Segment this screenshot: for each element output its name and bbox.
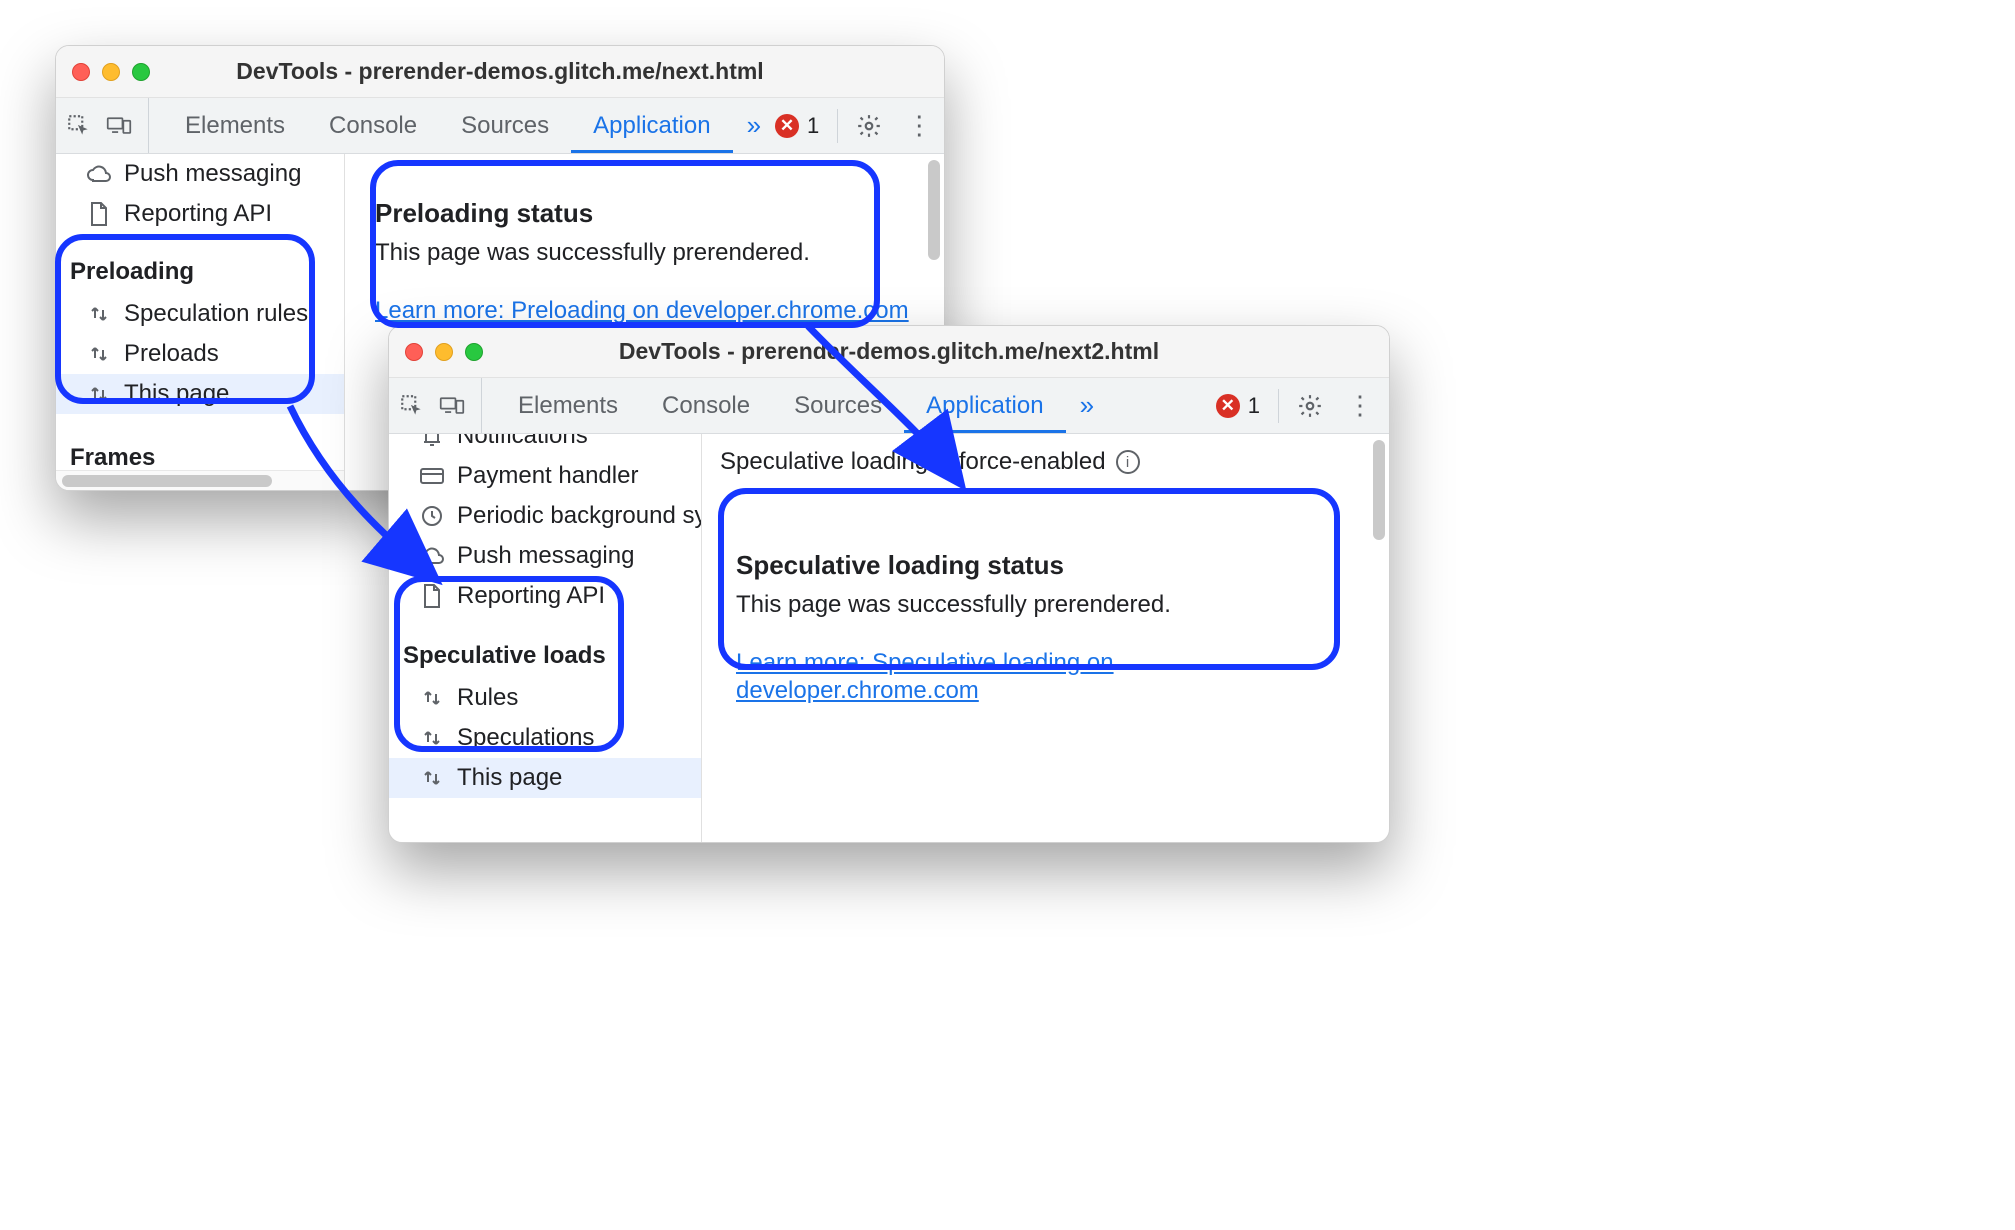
info-icon[interactable]: i	[1116, 450, 1140, 474]
sidebar-group-speculative-loads[interactable]: Speculative loads	[389, 634, 701, 678]
sidebar-item-this-page[interactable]: This page	[389, 758, 701, 798]
kebab-icon[interactable]: ⋮	[900, 110, 938, 141]
content-scrollbar[interactable]	[928, 160, 940, 260]
error-counter[interactable]: ✕ 1	[775, 113, 819, 139]
zoom-light[interactable]	[132, 63, 150, 81]
sidebar-item-label: This page	[457, 764, 562, 792]
arrows-icon	[86, 341, 112, 367]
sidebar-item-preloads[interactable]: Preloads	[56, 334, 344, 374]
gear-icon[interactable]	[856, 113, 882, 139]
panel-status-text: This page was successfully prerendered.	[375, 239, 914, 267]
divider	[1278, 389, 1279, 423]
sidebar-item-label: Speculations	[457, 724, 594, 752]
more-tabs-icon[interactable]: »	[733, 110, 775, 141]
arrows-icon	[419, 685, 445, 711]
sidebar-item-label: This page	[124, 380, 229, 408]
divider	[837, 109, 838, 143]
arrows-icon	[419, 725, 445, 751]
tab-console[interactable]: Console	[307, 98, 439, 153]
gear-icon[interactable]	[1297, 393, 1323, 419]
annotation-arrow-1	[270, 400, 460, 600]
sidebar-item-label: Reporting API	[124, 200, 272, 228]
arrows-icon	[419, 765, 445, 791]
sidebar-item-label: Preloads	[124, 340, 219, 368]
sidebar-item-rules[interactable]: Rules	[389, 678, 701, 718]
device-toggle-icon[interactable]	[106, 113, 132, 139]
tab-application[interactable]: Application	[571, 98, 732, 153]
error-badge-icon: ✕	[1216, 394, 1240, 418]
tab-elements[interactable]: Elements	[163, 98, 307, 153]
devtools-toolbar: Elements Console Sources Application » ✕…	[56, 98, 944, 154]
window-title: DevTools - prerender-demos.glitch.me/nex…	[56, 58, 944, 85]
sidebar-group-preloading[interactable]: Preloading	[56, 250, 344, 294]
error-count: 1	[1248, 393, 1260, 419]
arrows-icon	[86, 301, 112, 327]
sidebar-item-push-messaging[interactable]: Push messaging	[56, 154, 344, 194]
tab-console[interactable]: Console	[640, 378, 772, 433]
minimize-light[interactable]	[435, 343, 453, 361]
kebab-icon[interactable]: ⋮	[1341, 390, 1379, 421]
cloud-icon	[86, 161, 112, 187]
window-titlebar[interactable]: DevTools - prerender-demos.glitch.me/nex…	[56, 46, 944, 98]
sidebar-item-reporting-api[interactable]: Reporting API	[56, 194, 344, 234]
panel-heading: Preloading status	[375, 198, 914, 229]
sidebar-item-label: Payment handler	[457, 462, 638, 490]
sidebar-item-label: Push messaging	[124, 160, 301, 188]
inspect-icon[interactable]	[66, 113, 92, 139]
doc-icon	[86, 201, 112, 227]
zoom-light[interactable]	[465, 343, 483, 361]
panel-tabs: Elements Console Sources Application »	[163, 98, 775, 153]
traffic-lights	[405, 343, 483, 361]
annotation-arrow-2	[790, 320, 980, 500]
error-counter[interactable]: ✕ 1	[1216, 393, 1260, 419]
sidebar-item-label: Periodic background sy	[457, 502, 701, 530]
tab-sources[interactable]: Sources	[439, 98, 571, 153]
close-light[interactable]	[405, 343, 423, 361]
sidebar-item-speculation-rules[interactable]: Speculation rules	[56, 294, 344, 334]
sidebar-item-label: Rules	[457, 684, 518, 712]
tab-elements[interactable]: Elements	[496, 378, 640, 433]
close-light[interactable]	[72, 63, 90, 81]
sidebar-item-label: Push messaging	[457, 542, 634, 570]
sidebar-item-label: Notifications	[457, 434, 588, 450]
panel-status-text: This page was successfully prerendered.	[736, 591, 1361, 619]
content-scrollbar[interactable]	[1373, 440, 1385, 540]
sidebar-item-speculations[interactable]: Speculations	[389, 718, 701, 758]
traffic-lights	[72, 63, 150, 81]
sidebar-item-label: Reporting API	[457, 582, 605, 610]
arrows-icon	[86, 381, 112, 407]
minimize-light[interactable]	[102, 63, 120, 81]
more-tabs-icon[interactable]: »	[1066, 390, 1108, 421]
error-count: 1	[807, 113, 819, 139]
panel-heading: Speculative loading status	[736, 550, 1361, 581]
error-badge-icon: ✕	[775, 114, 799, 138]
learn-more-link[interactable]: Learn more: Speculative loading on devel…	[736, 649, 1361, 705]
sidebar-item-label: Speculation rules	[124, 300, 308, 328]
